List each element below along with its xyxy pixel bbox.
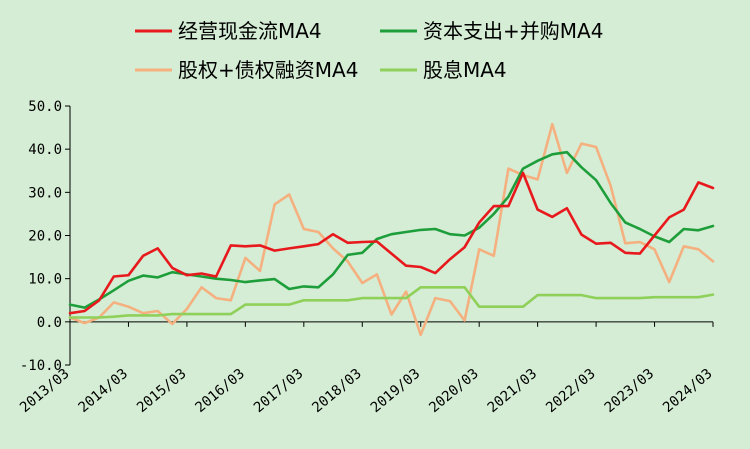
legend-label-financing: 股权+债权融资MA4 (178, 58, 358, 82)
series-line-0 (68, 171, 715, 315)
series-line-3 (68, 285, 715, 319)
x-tick-label: 2023/03 (602, 366, 657, 416)
x-tick-label: 2018/03 (309, 366, 364, 416)
x-tick-label: 2016/03 (192, 366, 247, 416)
x-tick-label: 2024/03 (660, 366, 715, 416)
y-tick-label: 40.0 (28, 142, 62, 158)
legend-label-capex-mna: 资本支出+并购MA4 (423, 19, 603, 43)
legend-label-operating-cash-flow: 经营现金流MA4 (178, 19, 322, 43)
series-line-2 (68, 122, 715, 337)
y-tick-label: 50.0 (28, 99, 62, 115)
y-tick-label: 30.0 (28, 185, 62, 201)
y-tick-label: 0.0 (37, 315, 62, 331)
x-tick-label: 2021/03 (485, 366, 540, 416)
x-tick-label: 2019/03 (368, 366, 423, 416)
x-tick-label: 2014/03 (76, 366, 131, 416)
x-tick-label: 2022/03 (543, 366, 598, 416)
series-lines (68, 122, 715, 337)
y-tick-label: -10.0 (20, 358, 62, 374)
x-tick-label: 2020/03 (426, 366, 481, 416)
legend: 经营现金流MA4 资本支出+并购MA4 股权+债权融资MA4 股息MA4 (135, 19, 603, 82)
series-line-1 (68, 150, 715, 309)
x-tick-label: 2017/03 (251, 366, 306, 416)
legend-label-dividends: 股息MA4 (423, 58, 507, 82)
x-tick-label: 2015/03 (134, 366, 189, 416)
y-tick-label: 20.0 (28, 229, 62, 245)
y-tick-label: 10.0 (28, 272, 62, 288)
